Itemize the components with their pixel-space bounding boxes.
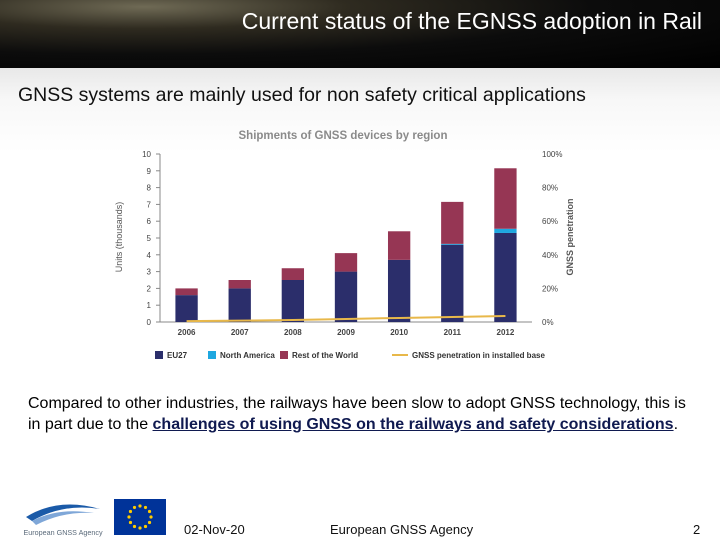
eu-flag-icon bbox=[114, 499, 166, 535]
slide-title: Current status of the EGNSS adoption in … bbox=[241, 8, 702, 34]
footer-date: 02-Nov-20 bbox=[184, 522, 245, 537]
gsa-swoosh-icon bbox=[26, 504, 100, 521]
chart-legend: EU27 North America Rest of the World GNSS p… bbox=[155, 351, 545, 360]
bar-rest-of-the-world-2010 bbox=[387, 231, 411, 260]
legend-label: EU27 bbox=[167, 351, 188, 360]
eu-star bbox=[138, 504, 142, 508]
eu-star bbox=[143, 505, 148, 510]
chart-bars bbox=[175, 168, 517, 322]
bar-eu27-2007 bbox=[228, 288, 251, 322]
y-axis-label: Units (thousands) bbox=[114, 202, 124, 273]
body-text-highlight: challenges of using GNSS on the railways… bbox=[152, 416, 674, 433]
y2-tick-label: 20% bbox=[542, 284, 558, 293]
x-tick-label: 2010 bbox=[390, 328, 408, 337]
x-tick-label: 2009 bbox=[337, 328, 355, 337]
shipments-chart: Shipments of GNSS devices by region Unit… bbox=[114, 130, 575, 360]
legend-label: Rest of the World bbox=[292, 351, 358, 360]
y2-tick-label: 80% bbox=[542, 184, 558, 193]
bar-rest-of-the-world-2011 bbox=[441, 201, 464, 244]
chart-title: Shipments of GNSS devices by region bbox=[239, 130, 448, 142]
eu-stars-icon bbox=[127, 504, 153, 530]
y-tick-label: 2 bbox=[147, 284, 152, 293]
page-number: 2 bbox=[693, 522, 701, 537]
y-tick-label: 3 bbox=[147, 268, 152, 277]
y-tick-label: 5 bbox=[147, 234, 152, 243]
bar-north-america-2011 bbox=[441, 243, 464, 245]
legend-label: GNSS penetration in installed base bbox=[412, 351, 545, 360]
footer-agency: European GNSS Agency bbox=[330, 522, 474, 537]
y-tick-label: 1 bbox=[147, 301, 152, 310]
bar-rest-of-the-world-2012 bbox=[494, 168, 517, 229]
bar-rest-of-the-world-2006 bbox=[175, 288, 198, 296]
legend-swatch bbox=[280, 351, 288, 359]
bar-north-america-2012 bbox=[494, 228, 517, 233]
body-paragraph: Compared to other industries, the railwa… bbox=[28, 393, 688, 435]
eu-star bbox=[128, 509, 133, 514]
eu-star bbox=[143, 524, 148, 529]
x-tick-label: 2012 bbox=[497, 328, 515, 337]
bar-eu27-2008 bbox=[281, 280, 305, 322]
y-tick-label: 10 bbox=[142, 150, 151, 159]
y2-tick-label: 100% bbox=[542, 150, 562, 159]
eu-star bbox=[128, 520, 133, 525]
x-tick-label: 2006 bbox=[178, 328, 196, 337]
eu-star bbox=[138, 526, 142, 530]
x-tick-label: 2008 bbox=[284, 328, 302, 337]
slide-content-area bbox=[0, 68, 720, 488]
legend-swatch bbox=[155, 351, 163, 359]
y-tick-label: 4 bbox=[147, 251, 152, 260]
legend-label: North America bbox=[220, 351, 275, 360]
y-tick-label: 8 bbox=[147, 184, 152, 193]
eu-star bbox=[147, 509, 152, 514]
chart-penetration-line bbox=[186, 314, 506, 323]
bar-eu27-2012 bbox=[494, 232, 517, 322]
eu-star bbox=[147, 520, 152, 525]
body-text-end: . bbox=[673, 416, 679, 433]
bar-eu27-2011 bbox=[441, 244, 464, 322]
y2-axis-label: GNSS penetration bbox=[565, 198, 575, 275]
y2-tick-label: 40% bbox=[542, 251, 558, 260]
x-tick-label: 2007 bbox=[231, 328, 249, 337]
x-tick-label: 2011 bbox=[444, 328, 462, 337]
bar-rest-of-the-world-2007 bbox=[228, 280, 251, 289]
eu-star bbox=[127, 515, 131, 519]
line-gnss-penetration bbox=[186, 314, 506, 323]
y-tick-label: 9 bbox=[147, 167, 152, 176]
y-tick-label: 0 bbox=[147, 318, 152, 327]
slide-subtitle: GNSS systems are mainly used for non saf… bbox=[18, 84, 586, 106]
title-banner: Current status of the EGNSS adoption in … bbox=[0, 0, 720, 68]
bar-rest-of-the-world-2008 bbox=[281, 268, 305, 280]
eu-star bbox=[132, 505, 137, 510]
body-text-start: Compared to other industries, the railwa… bbox=[28, 395, 686, 433]
eu-star bbox=[132, 524, 137, 529]
legend-swatch bbox=[208, 351, 216, 359]
y-tick-label: 7 bbox=[147, 200, 152, 209]
bar-rest-of-the-world-2009 bbox=[334, 253, 358, 272]
eu-star bbox=[149, 515, 153, 519]
gsa-logo: European GNSS Agency bbox=[23, 504, 103, 537]
y2-tick-label: 0% bbox=[542, 318, 554, 327]
bar-eu27-2006 bbox=[175, 295, 198, 322]
y2-tick-label: 60% bbox=[542, 217, 558, 226]
bar-eu27-2009 bbox=[334, 271, 358, 322]
y-tick-label: 6 bbox=[147, 217, 152, 226]
bar-eu27-2010 bbox=[387, 259, 411, 322]
gsa-logo-caption: European GNSS Agency bbox=[23, 528, 103, 537]
